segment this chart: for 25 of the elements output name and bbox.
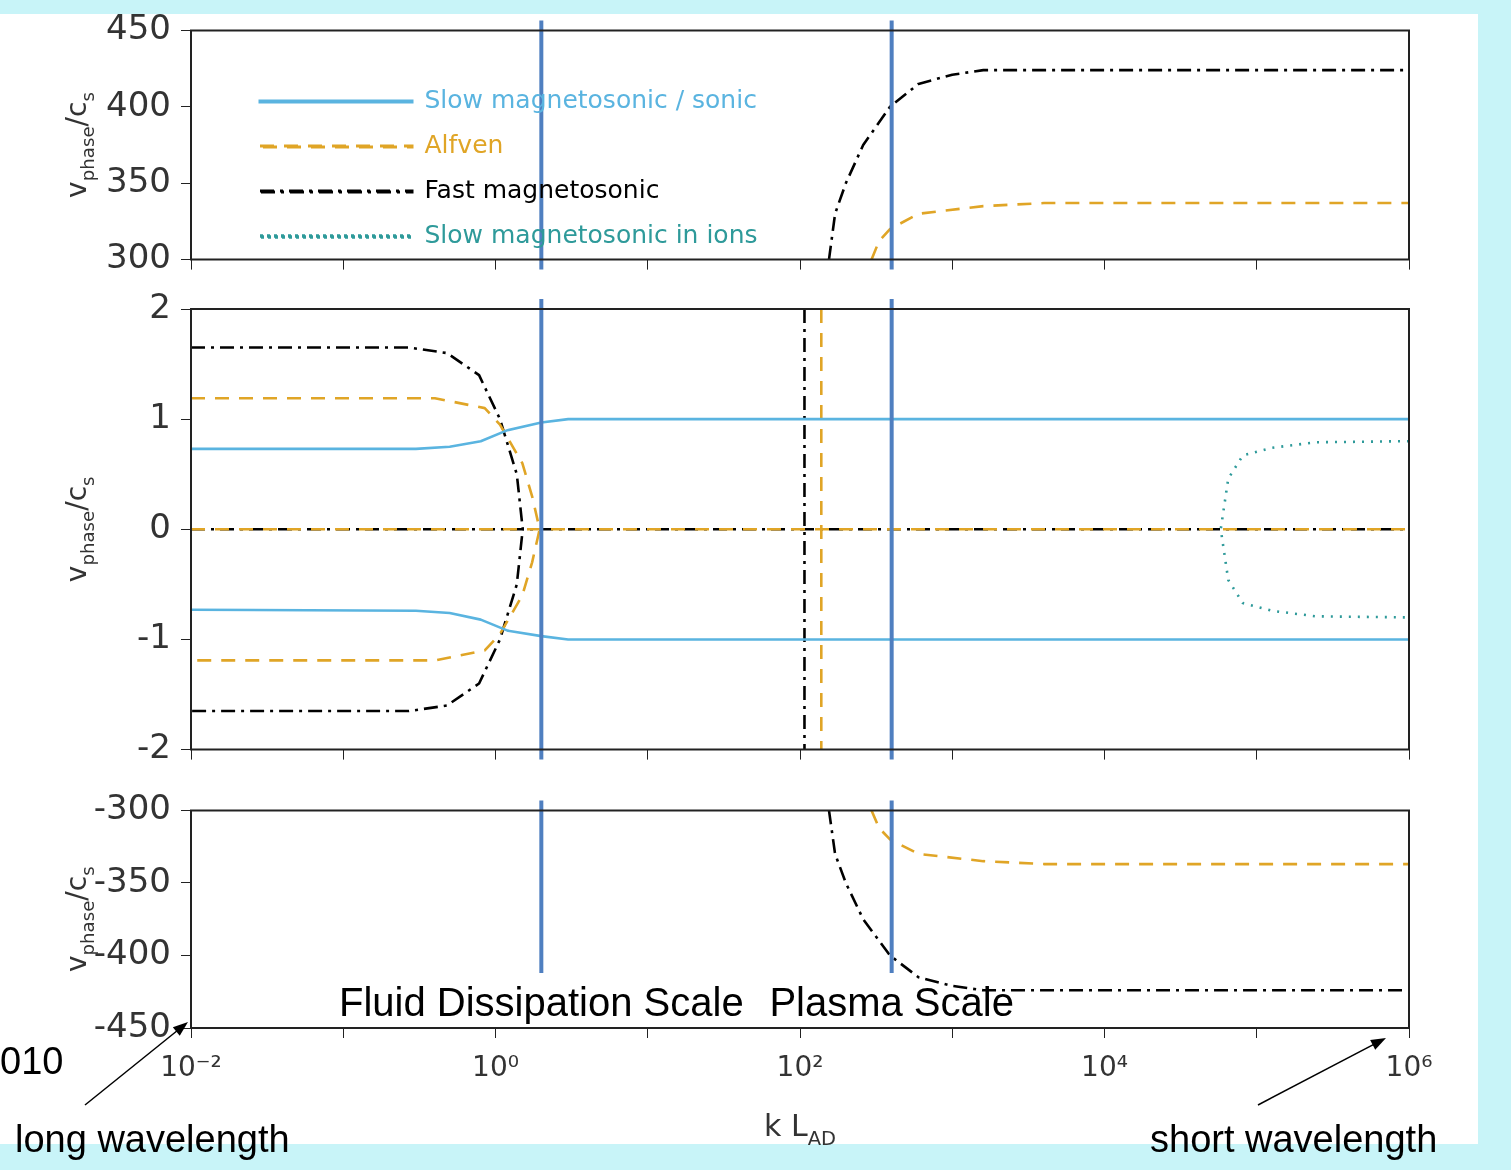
- text: short wavelength: [1150, 1118, 1438, 1161]
- text: long wavelength: [15, 1118, 290, 1161]
- x-tick-label: 10⁶: [1385, 1050, 1433, 1084]
- x-tick-label: 10⁴: [1081, 1050, 1128, 1084]
- x-tick-label: 10²: [776, 1050, 824, 1084]
- y-axis-title: vphase/cs: [60, 92, 99, 198]
- y-tick-label: 350: [106, 160, 171, 201]
- ref-line-label: Fluid Dissipation Scale: [339, 980, 744, 1024]
- y-tick-label: -450: [93, 1004, 171, 1045]
- y-tick-label: 1: [149, 395, 171, 436]
- y-tick-label: 2: [149, 285, 171, 326]
- text: Alfven: [424, 130, 504, 159]
- y-tick-label: -350: [93, 859, 171, 900]
- x-tick-label: 10⁻²: [160, 1050, 222, 1084]
- y-tick-label: -1: [137, 616, 171, 657]
- y-tick-label: 400: [106, 83, 171, 124]
- y-tick-label: -2: [137, 726, 171, 767]
- y-tick-label: 0: [149, 506, 171, 547]
- y-tick-label: 300: [106, 236, 171, 277]
- y-tick-label: 450: [106, 7, 171, 48]
- y-tick-label: -300: [93, 787, 171, 828]
- ref-line-label: Plasma Scale: [769, 980, 1014, 1024]
- x-tick-label: 10⁰: [472, 1050, 519, 1084]
- y-axis-title: vphase/cs: [60, 476, 99, 583]
- text: 010: [0, 1040, 64, 1083]
